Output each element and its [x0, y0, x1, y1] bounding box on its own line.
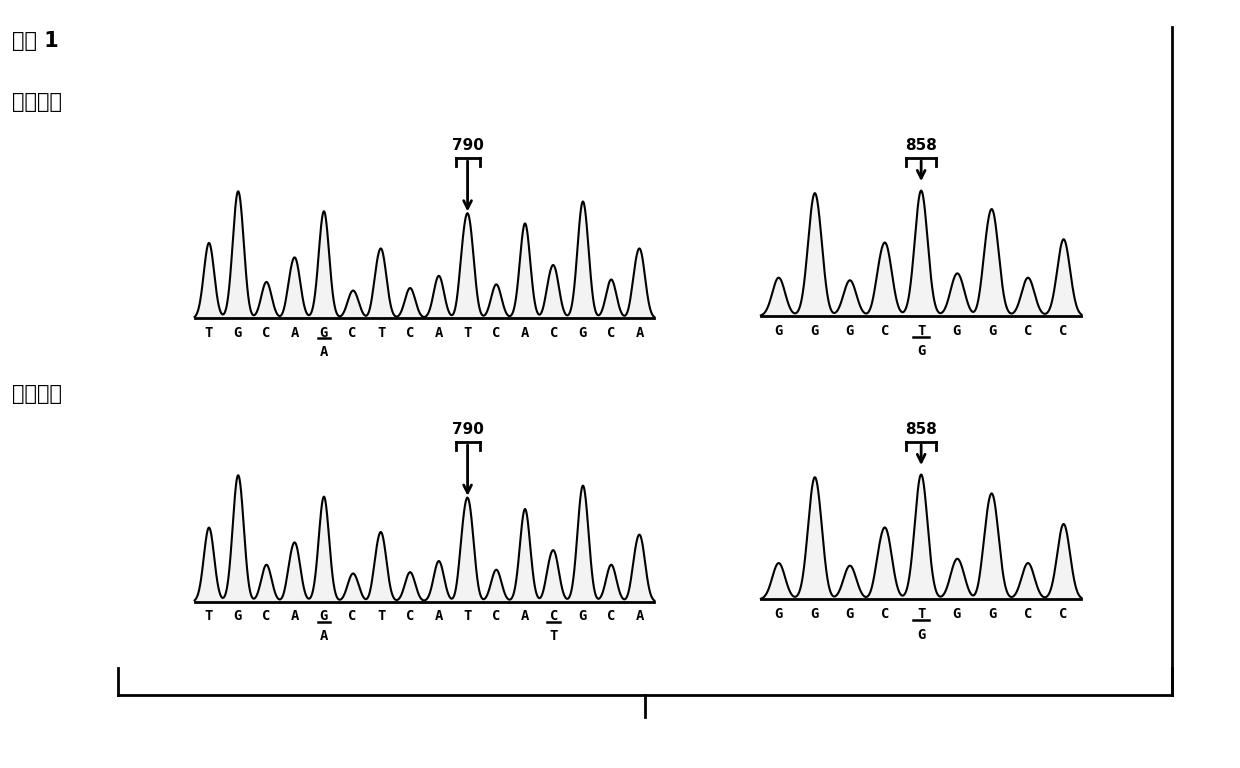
Text: T: T [549, 629, 558, 643]
Text: G: G [846, 607, 854, 621]
Text: T: T [377, 609, 386, 624]
Text: C: C [263, 326, 270, 339]
Text: A: A [521, 326, 529, 339]
Text: 病例 1: 病例 1 [12, 31, 60, 51]
Text: A: A [320, 629, 329, 643]
Text: T: T [205, 609, 213, 624]
Text: C: C [549, 609, 558, 624]
Text: 继发肿瘤: 继发肿瘤 [12, 384, 62, 404]
Text: 790: 790 [451, 422, 484, 437]
Text: A: A [636, 326, 644, 339]
Text: G: G [988, 324, 997, 338]
Text: A: A [291, 609, 299, 624]
Text: C: C [348, 609, 357, 624]
Text: 原发肿瘤: 原发肿瘤 [12, 92, 62, 112]
Text: G: G [952, 607, 961, 621]
Text: 858: 858 [905, 137, 937, 153]
Text: T: T [916, 324, 925, 338]
Text: G: G [578, 326, 587, 339]
Text: G: G [846, 324, 854, 338]
Text: C: C [405, 326, 414, 339]
Text: C: C [1024, 324, 1032, 338]
Text: C: C [492, 609, 501, 624]
Text: C: C [405, 609, 414, 624]
Text: A: A [636, 609, 644, 624]
Text: G: G [916, 344, 925, 359]
Text: G: G [916, 628, 925, 642]
Text: C: C [492, 326, 501, 339]
Text: A: A [521, 609, 529, 624]
Text: G: G [775, 324, 782, 338]
Text: A: A [435, 326, 443, 339]
Text: C: C [348, 326, 357, 339]
Text: G: G [810, 324, 818, 338]
Text: G: G [320, 609, 329, 624]
Text: C: C [263, 609, 270, 624]
Text: T: T [916, 607, 925, 621]
Text: G: G [233, 326, 242, 339]
Text: G: G [952, 324, 961, 338]
Text: C: C [608, 326, 615, 339]
Text: G: G [775, 607, 782, 621]
Text: C: C [1059, 607, 1068, 621]
Text: C: C [608, 609, 615, 624]
Text: C: C [1024, 607, 1032, 621]
Text: 858: 858 [905, 422, 937, 437]
Text: T: T [377, 326, 386, 339]
Text: G: G [988, 607, 997, 621]
Text: G: G [578, 609, 587, 624]
Text: T: T [464, 609, 471, 624]
Text: A: A [291, 326, 299, 339]
Text: A: A [320, 346, 329, 359]
Text: C: C [882, 607, 890, 621]
Text: C: C [549, 326, 558, 339]
Text: G: G [810, 607, 818, 621]
Text: C: C [1059, 324, 1068, 338]
Text: G: G [320, 326, 329, 339]
Text: 790: 790 [451, 138, 484, 153]
Text: G: G [233, 609, 242, 624]
Text: A: A [435, 609, 443, 624]
Text: T: T [464, 326, 471, 339]
Text: T: T [205, 326, 213, 339]
Text: C: C [882, 324, 890, 338]
